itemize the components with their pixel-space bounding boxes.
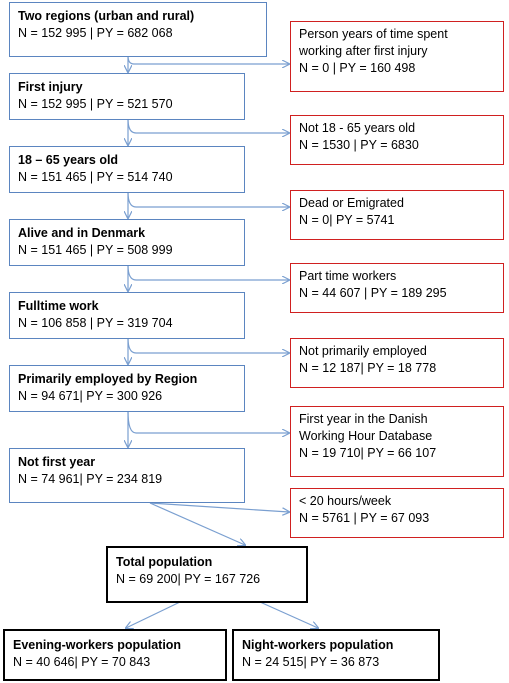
arrow-to-total [149,502,245,545]
exclusion-box-under-20-hours: < 20 hours/week N = 5761 | PY = 67 093 [290,488,504,538]
flow-box-alive-denmark: Alive and in Denmark N = 151 465 | PY = … [9,219,245,266]
flow-box-first-injury: First injury N = 152 995 | PY = 521 570 [9,73,245,120]
flow-box-title: Two regions (urban and rural) [18,9,195,23]
exclusion-box-working-after-injury: Person years of time spent working after… [290,21,504,92]
evening-workers-stats: N = 40 646| PY = 70 843 [13,655,151,669]
flow-box-age-18-65: 18 – 65 years old N = 151 465 | PY = 514… [9,146,245,193]
exclusion-stats: N = 44 607 | PY = 189 295 [299,286,447,300]
exclusion-label: Dead or Emigrated [299,196,404,210]
night-workers-stats: N = 24 515| PY = 36 873 [242,655,380,669]
exclusion-label: Person years of time spent [299,27,448,41]
exclusion-label: Not 18 - 65 years old [299,121,416,135]
exclusion-stats: N = 19 710| PY = 66 107 [299,446,437,460]
exclusion-label: < 20 hours/week [299,494,392,508]
arrow-to-night [259,601,318,628]
flow-box-stats: N = 151 465 | PY = 514 740 [18,170,173,184]
flow-box-two-regions: Two regions (urban and rural) N = 152 99… [9,2,267,57]
exclusion-stats: N = 0 | PY = 160 498 [299,61,416,75]
night-workers-title: Night-workers population [242,638,394,652]
flow-box-stats: N = 151 465 | PY = 508 999 [18,243,173,257]
flow-box-fulltime-work: Fulltime work N = 106 858 | PY = 319 704 [9,292,245,339]
night-workers-box: Night-workers population N = 24 515| PY … [232,629,440,681]
flow-box-primarily-employed: Primarily employed by Region N = 94 671|… [9,365,245,412]
exclusion-box-not-primarily-employed: Not primarily employed N = 12 187| PY = … [290,338,504,388]
exclusion-box-part-time: Part time workers N = 44 607 | PY = 189 … [290,263,504,313]
exclusion-label: First year in the Danish [299,412,428,426]
flow-box-title: Alive and in Denmark [18,226,146,240]
flow-box-stats: N = 74 961| PY = 234 819 [18,472,163,486]
exclusion-stats: N = 1530 | PY = 6830 [299,138,419,152]
arrow-to-under20 [149,502,289,512]
exclusion-stats: N = 0| PY = 5741 [299,213,395,227]
total-population-title: Total population [116,555,213,569]
evening-workers-title: Evening-workers population [13,638,182,652]
exclusion-stats: N = 12 187| PY = 18 778 [299,361,437,375]
flow-box-stats: N = 152 995 | PY = 682 068 [18,26,173,40]
arrow-side-6 [127,410,289,433]
flow-box-stats: N = 94 671| PY = 300 926 [18,389,163,403]
exclusion-box-not-18-65: Not 18 - 65 years old N = 1530 | PY = 68… [290,115,504,165]
flow-box-stats: N = 106 858 | PY = 319 704 [18,316,173,330]
exclusion-stats: N = 5761 | PY = 67 093 [299,511,430,525]
exclusion-label: Working Hour Database [299,429,433,443]
arrow-side-4 [127,264,289,280]
exclusion-label: Part time workers [299,269,397,283]
exclusion-box-first-year-database: First year in the Danish Working Hour Da… [290,406,504,477]
flow-box-title: First injury [18,80,83,94]
arrow-to-evening [126,601,181,628]
exclusion-label: working after first injury [299,44,428,58]
flow-box-not-first-year: Not first year N = 74 961| PY = 234 819 [9,448,245,503]
exclusion-box-dead-emigrated: Dead or Emigrated N = 0| PY = 5741 [290,190,504,240]
arrow-side-3 [127,191,289,207]
flow-box-title: 18 – 65 years old [18,153,119,167]
total-population-box: Total population N = 69 200| PY = 167 72… [106,546,308,603]
flow-box-title: Not first year [18,455,96,469]
flow-box-stats: N = 152 995 | PY = 521 570 [18,97,173,111]
flow-box-title: Primarily employed by Region [18,372,198,386]
total-population-stats: N = 69 200| PY = 167 726 [116,572,261,586]
exclusion-label: Not primarily employed [299,344,427,358]
arrow-side-5 [127,337,289,353]
arrow-side-1 [127,55,289,64]
flow-box-title: Fulltime work [18,299,99,313]
evening-workers-box: Evening-workers population N = 40 646| P… [3,629,227,681]
arrow-side-2 [127,118,289,133]
